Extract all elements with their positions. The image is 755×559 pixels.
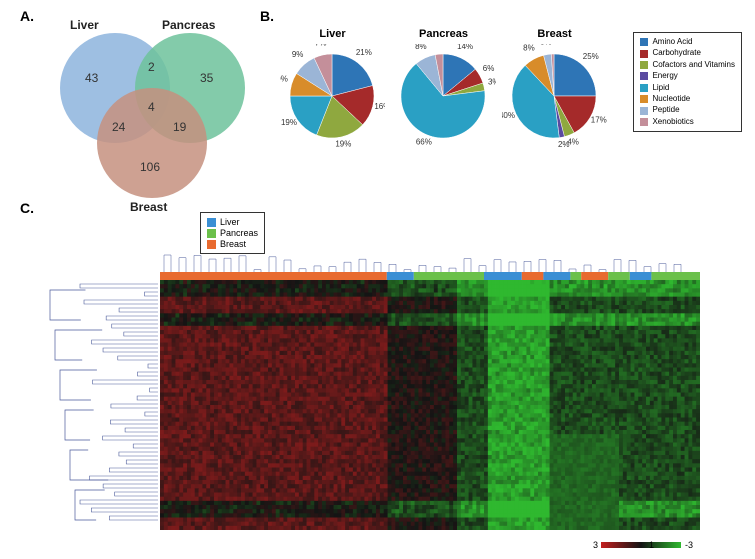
legend-label: Xenobiotics <box>652 117 693 127</box>
svg-text:2%: 2% <box>558 140 570 149</box>
svg-text:3%: 3% <box>432 44 444 46</box>
venn-lb: 24 <box>112 120 125 134</box>
legend-swatch <box>207 218 216 227</box>
legend-label: Pancreas <box>220 228 258 238</box>
legend-swatch <box>640 72 648 80</box>
svg-text:40%: 40% <box>502 111 515 120</box>
colorbar-mid: 1 <box>649 540 654 550</box>
legend-label: Liver <box>220 217 240 227</box>
svg-text:9%: 9% <box>280 74 288 83</box>
pie-legend-item: Cofactors and Vitamins <box>640 60 735 70</box>
panel-b: B. Liver 21% 16% 19% 19% 9% 9% 7% Pancreas 14%… <box>260 8 750 188</box>
pie-legend: Amino AcidCarbohydrate Cofactors and Vita… <box>633 32 742 132</box>
svg-text:16%: 16% <box>374 102 385 111</box>
pie-legend-item: Energy <box>640 71 735 81</box>
legend-label: Lipid <box>652 83 669 93</box>
colorbar-gradient <box>601 542 681 548</box>
legend-swatch <box>640 38 648 46</box>
legend-swatch <box>640 84 648 92</box>
heatmap-legend: LiverPancreasBreast <box>200 212 265 254</box>
pie-legend-item: Peptide <box>640 105 735 115</box>
svg-text:8%: 8% <box>415 44 427 51</box>
pie-liver: Liver 21% 16% 19% 19% 9% 9% 7% <box>280 28 385 149</box>
pie-legend-item: Nucleotide <box>640 94 735 104</box>
legend-swatch <box>640 95 648 103</box>
pie-legend-item: Carbohydrate <box>640 48 735 58</box>
pie-pancreas-title: Pancreas <box>419 28 468 40</box>
legend-swatch <box>640 50 648 58</box>
heatmap-svg <box>160 280 700 530</box>
legend-swatch <box>640 118 648 126</box>
legend-swatch <box>207 240 216 249</box>
pie-pancreas-svg: 14% 6% 3% 66% 8% 3% <box>391 44 496 149</box>
venn-liver-only: 43 <box>85 71 98 85</box>
legend-swatch <box>640 107 648 115</box>
legend-label: Nucleotide <box>652 94 690 104</box>
legend-swatch <box>640 61 648 69</box>
legend-label: Amino Acid <box>652 37 692 47</box>
panel-c-label: C. <box>20 200 34 216</box>
pie-breast-title: Breast <box>537 28 571 40</box>
svg-text:1%: 1% <box>547 44 559 46</box>
legend-label: Breast <box>220 239 246 249</box>
svg-text:19%: 19% <box>335 140 351 149</box>
legend-label: Peptide <box>652 105 679 115</box>
svg-text:19%: 19% <box>281 118 297 127</box>
heatmap-colorbar: 3 1 -3 <box>590 541 710 549</box>
svg-text:9%: 9% <box>292 50 304 59</box>
svg-text:6%: 6% <box>483 64 495 73</box>
heatmap-legend-item: Breast <box>207 239 258 249</box>
venn-all3: 4 <box>148 100 155 114</box>
venn-lp: 2 <box>148 60 155 74</box>
pie-liver-svg: 21% 16% 19% 19% 9% 9% 7% <box>280 44 385 149</box>
legend-swatch <box>207 229 216 238</box>
heatmap-group-bar <box>160 272 700 280</box>
pie-breast: Breast 25%17%4%2%40%8%3%1% <box>502 28 607 149</box>
svg-text:3%: 3% <box>488 78 496 87</box>
pie-breast-svg: 25%17%4%2%40%8%3%1% <box>502 44 607 149</box>
colorbar-low: -3 <box>685 540 693 550</box>
venn-pb: 19 <box>173 120 186 134</box>
legend-label: Carbohydrate <box>652 48 700 58</box>
venn-breast-only: 106 <box>140 160 160 174</box>
legend-label: Cofactors and Vitamins <box>652 60 735 70</box>
venn-pancreas-only: 35 <box>200 71 213 85</box>
svg-text:14%: 14% <box>457 44 473 51</box>
panel-c: C. LiverPancreasBreast 3 1 -3 <box>20 200 740 555</box>
panel-b-label: B. <box>260 8 274 24</box>
pie-liver-title: Liver <box>319 28 345 40</box>
svg-text:66%: 66% <box>416 137 432 146</box>
svg-text:21%: 21% <box>356 48 372 57</box>
svg-text:17%: 17% <box>591 115 607 124</box>
svg-text:7%: 7% <box>315 44 327 47</box>
svg-text:25%: 25% <box>583 52 599 61</box>
pie-pancreas: Pancreas 14% 6% 3% 66% 8% 3% <box>391 28 496 149</box>
pie-legend-item: Amino Acid <box>640 37 735 47</box>
dendrogram-left <box>40 280 160 530</box>
pie-legend-item: Xenobiotics <box>640 117 735 127</box>
panel-a-label: A. <box>20 8 34 24</box>
venn-label-pancreas: Pancreas <box>162 18 215 32</box>
heatmap-area <box>160 280 700 530</box>
venn-label-liver: Liver <box>70 18 99 32</box>
legend-label: Energy <box>652 71 677 81</box>
svg-text:8%: 8% <box>523 44 535 52</box>
heatmap-legend-item: Pancreas <box>207 228 258 238</box>
heatmap-legend-item: Liver <box>207 217 258 227</box>
pie-legend-item: Lipid <box>640 83 735 93</box>
colorbar-high: 3 <box>593 540 598 550</box>
